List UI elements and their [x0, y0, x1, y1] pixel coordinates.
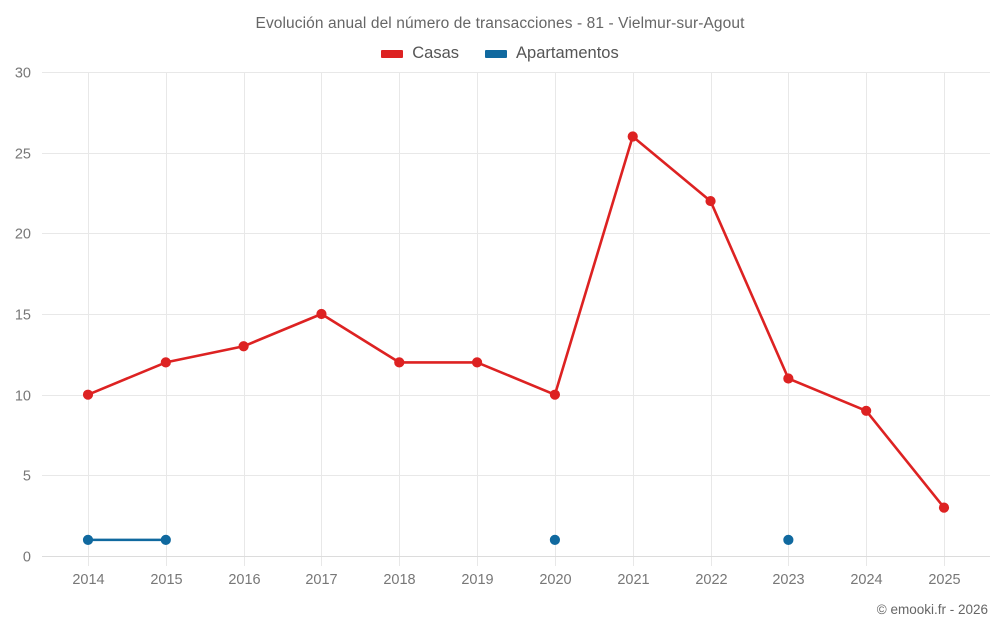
y-axis-tick-label: 25 — [15, 147, 31, 163]
data-point-apartamentos-2014[interactable] — [82, 534, 94, 545]
legend-label-casas: Casas — [412, 44, 460, 62]
legend-item-casas[interactable]: Casas — [381, 44, 459, 63]
chart-title: Evolución anual del número de transaccio… — [255, 15, 745, 32]
x-axis-tick-label: 2021 — [617, 572, 649, 588]
legend-swatch-casas — [381, 49, 404, 58]
x-axis-tick-label: 2020 — [539, 572, 571, 588]
legend-item-apartamentos[interactable]: Apartamentos — [485, 44, 619, 63]
data-point-casas-2019[interactable] — [471, 357, 483, 368]
x-axis-tick-label: 2016 — [228, 572, 260, 588]
data-point-casas-2023[interactable] — [783, 373, 794, 384]
x-axis-tick-label: 2024 — [850, 572, 882, 588]
series-line-casas[interactable] — [86, 135, 946, 509]
data-point-apartamentos-2020[interactable] — [549, 534, 561, 545]
y-axis-tick-label: 30 — [15, 66, 31, 82]
data-point-apartamentos-2023[interactable] — [783, 534, 794, 545]
legend-label-apartamentos: Apartamentos — [516, 44, 619, 62]
y-axis-tick-label: 5 — [23, 469, 31, 485]
chart-legend: Casas Apartamentos — [0, 44, 1000, 63]
y-axis-tick-label: 0 — [23, 550, 31, 566]
x-axis-tick-label: 2022 — [695, 572, 727, 588]
x-axis-tick-label: 2017 — [305, 572, 337, 588]
x-axis-tick-label: 2014 — [72, 572, 104, 588]
data-point-casas-2015[interactable] — [160, 357, 171, 368]
credit-footer: © emooki.fr - 2026 — [876, 602, 988, 617]
x-axis-tick-label: 2019 — [461, 572, 493, 588]
data-point-casas-2024[interactable] — [861, 405, 872, 416]
data-point-casas-2016[interactable] — [238, 341, 249, 352]
x-axis-tick-label: 2015 — [150, 572, 182, 588]
x-axis-tick-label: 2023 — [772, 572, 804, 588]
data-point-apartamentos-2015[interactable] — [160, 534, 171, 545]
data-point-casas-2014[interactable] — [82, 389, 94, 400]
y-axis-tick-label: 20 — [15, 227, 31, 243]
x-axis-tick-label: 2018 — [383, 572, 415, 588]
data-point-casas-2017[interactable] — [316, 308, 327, 320]
data-point-casas-2025[interactable] — [938, 502, 950, 513]
data-point-casas-2018[interactable] — [394, 357, 405, 368]
data-point-casas-2020[interactable] — [549, 389, 561, 400]
y-axis-tick-label: 15 — [15, 308, 31, 324]
data-point-casas-2021[interactable] — [627, 131, 638, 142]
legend-swatch-apartamentos — [485, 49, 508, 58]
x-axis-tick-label: 2025 — [928, 572, 960, 588]
data-point-casas-2022[interactable] — [705, 195, 716, 207]
y-axis-tick-label: 10 — [15, 389, 31, 405]
